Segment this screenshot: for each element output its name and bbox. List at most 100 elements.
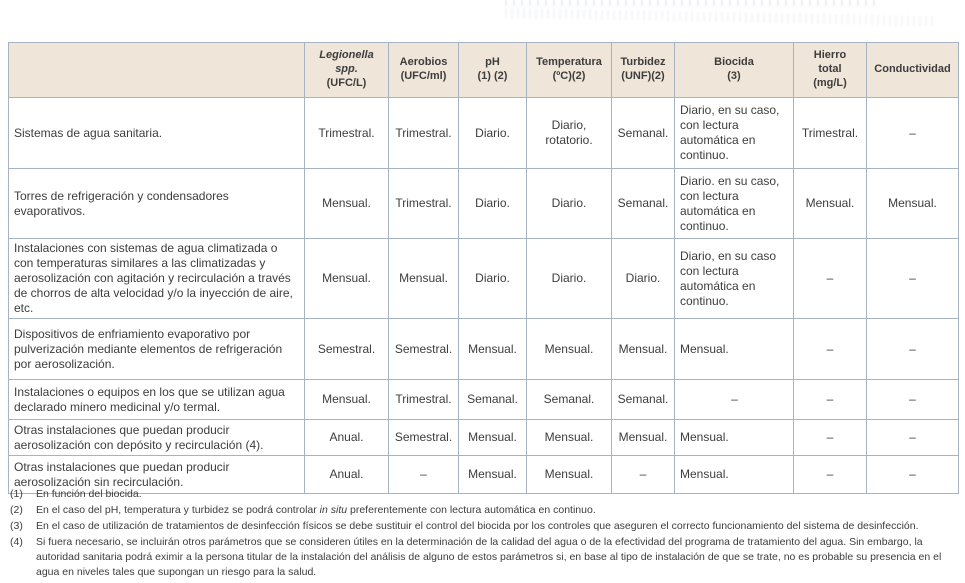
row-label: Instalaciones con sistemas de agua clima… <box>8 238 305 319</box>
cell-turbidez: Semanal. <box>611 168 675 239</box>
footnote-text-italic: in situ <box>319 504 348 516</box>
monitoring-frequency-table: Legionella spp. (UFC/L) Aerobios (UFC/ml… <box>8 42 959 494</box>
footnote-number: (1) <box>10 488 23 500</box>
monitoring-frequency-table-wrapper: Legionella spp. (UFC/L) Aerobios (UFC/ml… <box>8 42 959 494</box>
cell-hierro: Mensual. <box>793 168 867 239</box>
cell-legionella: Semestral. <box>304 318 389 380</box>
cell-aerobios: – <box>388 455 459 494</box>
footnote-4: (4) Si fuera necesario, se incluirán otr… <box>8 535 958 580</box>
cell-aerobios: Trimestral. <box>388 379 459 420</box>
footnote-2: (2) En el caso del pH, temperatura y tur… <box>8 503 958 518</box>
cell-legionella: Anual. <box>304 419 389 456</box>
column-header-biocida: Biocida (3) <box>674 42 794 98</box>
cell-temperatura: Mensual. <box>526 455 612 494</box>
cell-temperatura: Mensual. <box>526 318 612 380</box>
row-label: Dispositivos de enfriamiento evaporativo… <box>8 318 305 380</box>
row-label: Otras instalaciones que puedan producir … <box>8 455 305 494</box>
cell-temperatura: Diario. <box>526 238 612 319</box>
column-header-legionella: Legionella spp. (UFC/L) <box>304 42 389 98</box>
table-row-otras-con-recirculacion: Otras instalaciones que puedan producir … <box>8 419 959 456</box>
footnote-text-part: En el caso del pH, temperatura y turbide… <box>36 504 320 516</box>
header-aerobios-unit: (UFC/ml) <box>400 70 447 82</box>
cell-ph: Mensual. <box>458 419 527 456</box>
footnote-number: (2) <box>10 504 23 516</box>
cell-biocida: Mensual. <box>674 318 794 380</box>
header-biocida-name: Biocida <box>714 56 754 69</box>
cell-biocida: Diario, en su caso con lectura automátic… <box>674 238 794 319</box>
cell-ph: Semanal. <box>458 379 527 420</box>
scan-artifact-top-line-2 <box>504 7 936 27</box>
footnote-text-part: En el caso de utilización de tratamiento… <box>36 520 919 532</box>
cell-biocida: Mensual. <box>674 455 794 494</box>
row-label: Torres de refrigeración y condensadores … <box>8 168 305 239</box>
cell-ph: Diario. <box>458 97 527 169</box>
cell-temperatura: Diario, rotatorio. <box>526 97 612 169</box>
cell-aerobios: Mensual. <box>388 238 459 319</box>
row-label: Otras instalaciones que puedan producir … <box>8 419 305 456</box>
cell-turbidez: Mensual. <box>611 419 675 456</box>
cell-turbidez: Mensual. <box>611 318 675 380</box>
footnote-text: En el caso del pH, temperatura y turbide… <box>36 503 958 518</box>
cell-conductividad: – <box>866 455 959 494</box>
header-legionella-name: Legionella spp. <box>319 49 374 76</box>
cell-turbidez: Semanal. <box>611 379 675 420</box>
cell-biocida: Diario. en su caso, con lectura automáti… <box>674 168 794 239</box>
cell-temperatura: Diario. <box>526 168 612 239</box>
cell-aerobios: Semestral. <box>388 318 459 380</box>
cell-conductividad: – <box>866 238 959 319</box>
cell-hierro: – <box>793 318 867 380</box>
footnote-text-part: Si fuera necesario, se incluirán otros p… <box>36 536 942 578</box>
column-header-ph: pH (1) (2) <box>458 42 527 98</box>
cell-hierro: – <box>793 238 867 319</box>
cell-turbidez: – <box>611 455 675 494</box>
cell-aerobios: Trimestral. <box>388 168 459 239</box>
cell-ph: Diario. <box>458 238 527 319</box>
footnote-text: Si fuera necesario, se incluirán otros p… <box>36 535 958 580</box>
cell-hierro: Trimestral. <box>793 97 867 169</box>
footnote-1: (1) En función del biocida. <box>8 487 958 502</box>
row-label: Instalaciones o equipos en los que se ut… <box>8 379 305 420</box>
footnote-text-part: preferentemente con lectura automática e… <box>347 504 596 516</box>
table-row-dispositivos-enfriamiento: Dispositivos de enfriamiento evaporativo… <box>8 318 959 380</box>
footnote-3: (3) En el caso de utilización de tratami… <box>8 519 958 534</box>
cell-biocida: Mensual. <box>674 419 794 456</box>
cell-ph: Mensual. <box>458 318 527 380</box>
cell-conductividad: Mensual. <box>866 168 959 239</box>
column-header-conductividad: Conductividad <box>866 42 959 98</box>
header-temperatura-unit: (ºC)(2) <box>552 70 586 82</box>
table-row-torres-refrigeracion: Torres de refrigeración y condensadores … <box>8 168 959 239</box>
header-ph-unit: (1) (2) <box>477 70 508 82</box>
cell-biocida: – <box>674 379 794 420</box>
cell-aerobios: Trimestral. <box>388 97 459 169</box>
cell-legionella: Mensual. <box>304 379 389 420</box>
header-aerobios-name: Aerobios <box>399 56 448 69</box>
header-conductividad-name: Conductividad <box>874 63 951 76</box>
header-temperatura-name: Temperatura <box>536 56 602 69</box>
cell-conductividad: – <box>866 419 959 456</box>
table-row-agua-climatizada: Instalaciones con sistemas de agua clima… <box>8 238 959 319</box>
cell-conductividad: – <box>866 379 959 420</box>
cell-hierro: – <box>793 379 867 420</box>
cell-conductividad: – <box>866 318 959 380</box>
cell-biocida: Diario, en su caso, con lectura automáti… <box>674 97 794 169</box>
table-row-agua-minero-medicinal: Instalaciones o equipos en los que se ut… <box>8 379 959 420</box>
column-header-turbidez: Turbidez (UNF)(2) <box>611 42 675 98</box>
scan-artifact-top-line-1 <box>505 0 880 6</box>
header-hierro-unit: (mg/L) <box>813 76 847 89</box>
cell-temperatura: Semanal. <box>526 379 612 420</box>
footnote-text: En el caso de utilización de tratamiento… <box>36 519 958 534</box>
cell-legionella: Anual. <box>304 455 389 494</box>
table-row-sistemas-agua-sanitaria: Sistemas de agua sanitaria. Trimestral. … <box>8 97 959 169</box>
footnotes-section: (1) En función del biocida. (2) En el ca… <box>8 487 958 581</box>
footnote-number: (4) <box>10 536 23 548</box>
row-label: Sistemas de agua sanitaria. <box>8 97 305 169</box>
column-header-hierro-total: Hierro total (mg/L) <box>793 42 867 98</box>
cell-aerobios: Semestral. <box>388 419 459 456</box>
cell-turbidez: Semanal. <box>611 97 675 169</box>
cell-legionella: Mensual. <box>304 168 389 239</box>
cell-hierro: – <box>793 419 867 456</box>
footnote-text: En función del biocida. <box>36 487 958 502</box>
table-row-otras-sin-recirculacion: Otras instalaciones que puedan producir … <box>8 455 959 494</box>
cell-turbidez: Diario. <box>611 238 675 319</box>
cell-ph: Diario. <box>458 168 527 239</box>
